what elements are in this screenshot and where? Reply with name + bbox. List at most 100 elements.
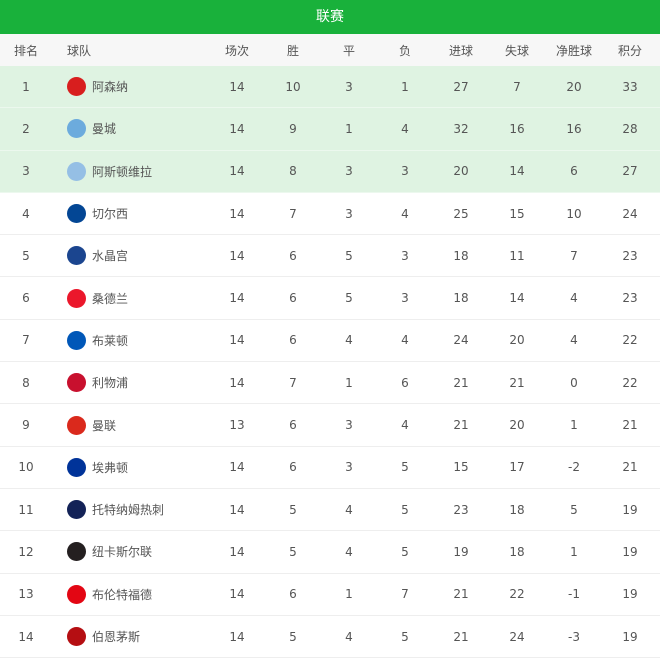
cell-gf: 32 [453, 121, 469, 136]
table-row[interactable]: 6 14 6 5 3 18 14 4 23 桑德兰 [0, 277, 660, 320]
cell-l: 5 [401, 544, 409, 559]
cell-l: 4 [401, 121, 409, 136]
table-row[interactable]: 11 14 5 4 5 23 18 5 19 托特纳姆热刺 [0, 489, 660, 532]
cell-gf: 21 [453, 418, 469, 433]
chelsea-crest-icon [67, 204, 86, 224]
cell-rank: 7 [22, 333, 30, 348]
table-row[interactable]: 12 14 5 4 5 19 18 1 19 纽卡斯尔联 [0, 531, 660, 574]
cell-pts: 19 [622, 502, 638, 517]
table-row[interactable]: 10 14 6 3 5 15 17 -2 21 埃弗顿 [0, 447, 660, 489]
cell-p: 14 [229, 121, 245, 136]
cell-pts: 23 [622, 248, 638, 263]
cell-w: 5 [289, 544, 297, 559]
cell-w: 7 [289, 206, 297, 221]
cell-gf: 21 [453, 375, 469, 390]
cell-pts: 21 [622, 460, 638, 475]
sunderland-crest-icon [67, 288, 86, 308]
cell-pts: 23 [622, 291, 638, 306]
cell-w: 6 [289, 418, 297, 433]
man-united-crest-icon [67, 415, 86, 435]
team-cell: 布莱顿 [67, 320, 128, 361]
bournemouth-crest-icon [67, 627, 86, 646]
table-row[interactable]: 3 14 8 3 3 20 14 6 27 阿斯顿维拉 [0, 150, 660, 193]
cell-l: 5 [401, 460, 409, 475]
cell-p: 14 [229, 291, 245, 306]
cell-gd: -2 [568, 460, 580, 475]
cell-w: 10 [285, 79, 301, 94]
col-goals-against: 失球 [504, 43, 529, 58]
cell-w: 7 [289, 375, 297, 390]
cell-d: 4 [345, 544, 353, 559]
crystal-palace-crest-icon [67, 246, 86, 266]
cell-gf: 19 [453, 544, 469, 559]
cell-gf: 15 [453, 460, 469, 475]
cell-ga: 24 [509, 629, 525, 644]
cell-w: 5 [289, 629, 297, 644]
table-row[interactable]: 9 13 6 3 4 21 20 1 21 曼联 [0, 404, 660, 447]
col-points: 积分 [617, 43, 642, 58]
team-cell: 切尔西 [67, 193, 128, 234]
cell-l: 4 [401, 206, 409, 221]
cell-l: 3 [401, 248, 409, 263]
team-name: 伯恩茅斯 [92, 630, 141, 644]
cell-p: 14 [229, 502, 245, 517]
team-cell: 水晶宫 [67, 235, 128, 276]
cell-ga: 20 [509, 333, 525, 348]
cell-l: 1 [401, 79, 409, 94]
brighton-crest-icon [67, 330, 86, 350]
table-row[interactable]: 8 14 7 1 6 21 21 0 22 利物浦 [0, 362, 660, 405]
table-row[interactable]: 2 14 9 1 4 32 16 16 28 曼城 [0, 108, 660, 151]
cell-gd: 1 [570, 544, 578, 559]
table-row[interactable]: 14 14 5 4 5 21 24 -3 19 伯恩茅斯 [0, 616, 660, 658]
cell-rank: 10 [18, 460, 34, 475]
table-row[interactable]: 4 14 7 3 4 25 15 10 24 切尔西 [0, 193, 660, 236]
tottenham-crest-icon [67, 500, 86, 520]
cell-gd: 20 [566, 79, 582, 94]
man-city-crest-icon [67, 119, 86, 139]
cell-gd: 1 [570, 418, 578, 433]
cell-gd: -3 [568, 629, 580, 644]
cell-l: 5 [401, 502, 409, 517]
table-row[interactable]: 1 14 10 3 1 27 7 20 33 阿森纳 [0, 66, 660, 109]
cell-ga: 16 [509, 121, 525, 136]
cell-gd: 7 [570, 248, 578, 263]
cell-gf: 21 [453, 629, 469, 644]
cell-d: 1 [345, 121, 353, 136]
team-name: 曼城 [92, 122, 117, 137]
cell-gd: 5 [570, 502, 578, 517]
cell-gd: 4 [570, 291, 578, 306]
table-header: 排名 球队 场次 胜 平 负 进球 失球 净胜球 积分 [0, 34, 660, 66]
cell-rank: 11 [18, 502, 34, 517]
cell-p: 14 [229, 79, 245, 94]
cell-ga: 14 [509, 291, 525, 306]
cell-p: 14 [229, 333, 245, 348]
league-title: 联赛 [0, 0, 660, 34]
team-cell: 托特纳姆热刺 [67, 489, 164, 530]
team-name: 阿森纳 [92, 80, 129, 95]
cell-p: 14 [229, 248, 245, 263]
cell-gd: 4 [570, 333, 578, 348]
col-goals-for: 进球 [448, 43, 473, 58]
liverpool-crest-icon [67, 373, 86, 393]
table-row[interactable]: 5 14 6 5 3 18 11 7 23 水晶宫 [0, 235, 660, 278]
table-row[interactable]: 7 14 6 4 4 24 20 4 22 布莱顿 [0, 320, 660, 363]
team-cell: 埃弗顿 [67, 447, 128, 488]
cell-p: 14 [229, 629, 245, 644]
cell-d: 3 [345, 79, 353, 94]
cell-rank: 12 [18, 544, 34, 559]
team-cell: 曼联 [67, 404, 116, 445]
team-cell: 布伦特福德 [67, 574, 152, 615]
cell-pts: 22 [622, 333, 638, 348]
cell-gf: 20 [453, 164, 469, 179]
cell-gf: 25 [453, 206, 469, 221]
team-cell: 曼城 [67, 108, 116, 149]
everton-crest-icon [67, 457, 86, 477]
table-row[interactable]: 13 14 6 1 7 21 22 -1 19 布伦特福德 [0, 574, 660, 616]
cell-w: 6 [289, 291, 297, 306]
cell-rank: 8 [22, 375, 30, 390]
cell-w: 8 [289, 164, 297, 179]
team-name: 切尔西 [92, 207, 129, 222]
cell-p: 14 [229, 544, 245, 559]
cell-l: 6 [401, 375, 409, 390]
cell-pts: 21 [622, 418, 638, 433]
